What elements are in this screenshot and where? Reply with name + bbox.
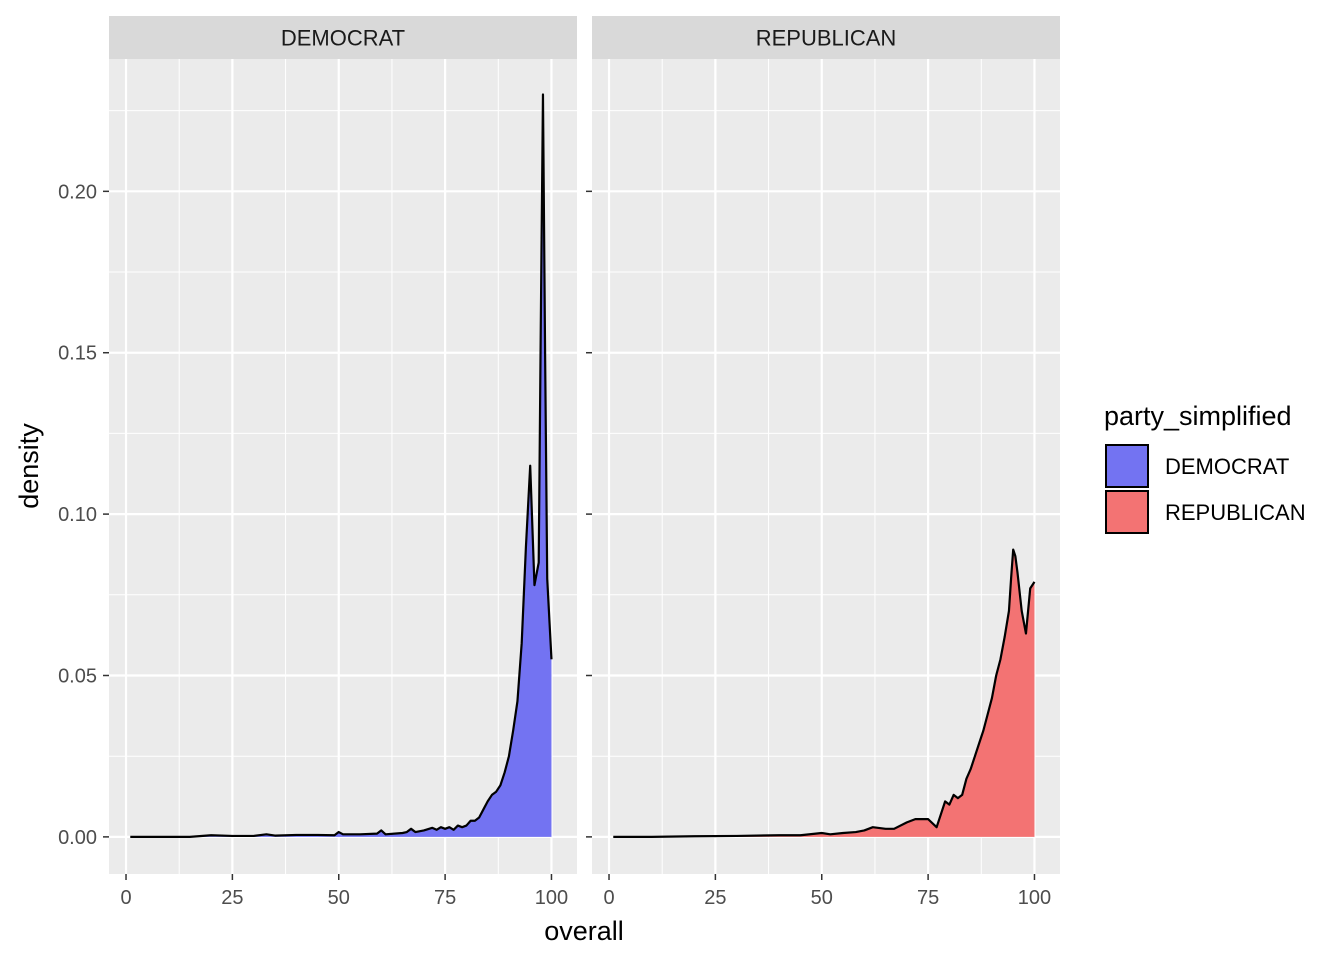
x-tick-label: 100 xyxy=(535,887,568,909)
x-axis-title: overall xyxy=(544,916,624,946)
x-tick-label: 100 xyxy=(1018,887,1051,909)
y-tick-label: 0.10 xyxy=(58,504,97,526)
density-line-republican xyxy=(613,548,1036,838)
facet-strip xyxy=(592,16,1060,59)
x-tick-label: 50 xyxy=(811,887,833,909)
density-line-democrat xyxy=(130,93,553,838)
x-tick-label: 25 xyxy=(704,887,726,909)
y-tick-label: 0.20 xyxy=(58,181,97,203)
x-tick-label: 25 xyxy=(221,887,243,909)
y-tick-label: 0.00 xyxy=(58,827,97,849)
density-area-republican xyxy=(613,549,1035,837)
facet-panel-republican: REPUBLICAN 0 25 50 75 100 xyxy=(586,16,1060,909)
legend: party_simplified DEMOCRAT REPUBLICAN xyxy=(1104,401,1306,534)
facet-strip xyxy=(109,16,577,59)
legend-key-republican xyxy=(1105,490,1149,534)
y-axis-title: density xyxy=(14,423,44,509)
x-tick-label: 0 xyxy=(603,887,614,909)
density-area-democrat xyxy=(130,94,552,837)
x-tick-label: 75 xyxy=(917,887,939,909)
facet-strip-label: REPUBLICAN xyxy=(756,26,897,51)
facet-strip-label: DEMOCRAT xyxy=(281,26,405,51)
x-tick-label: 0 xyxy=(120,887,131,909)
legend-key-democrat xyxy=(1105,444,1149,488)
legend-label: REPUBLICAN xyxy=(1165,500,1306,525)
facet-panel-democrat: DEMOCRAT 0 25 50 75 100 0.00 0.05 0.10 0.15 0.20 xyxy=(58,16,577,909)
x-tick-label: 75 xyxy=(434,887,456,909)
legend-title: party_simplified xyxy=(1104,401,1292,431)
legend-label: DEMOCRAT xyxy=(1165,454,1289,479)
y-tick-label: 0.05 xyxy=(58,665,97,687)
panel-background xyxy=(109,59,577,874)
y-tick-label: 0.15 xyxy=(58,343,97,365)
x-tick-label: 50 xyxy=(328,887,350,909)
